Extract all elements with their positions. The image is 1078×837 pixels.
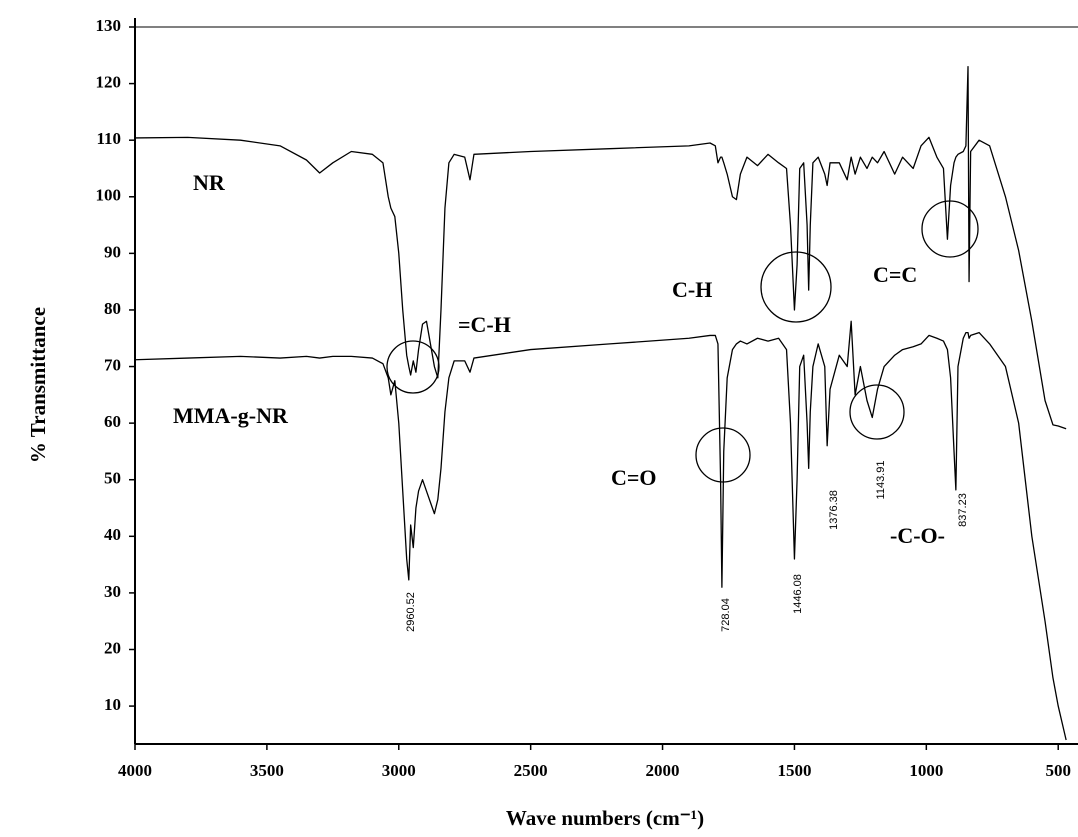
peak-label: 2960.52 [405, 592, 417, 632]
x-axis-title: Wave numbers (cm⁻¹) [506, 806, 704, 830]
x-tick-label: 3000 [382, 761, 416, 780]
highlight-circle [849, 384, 905, 440]
x-tick-label: 2000 [646, 761, 680, 780]
y-tick-label: 110 [96, 129, 121, 148]
peak-label: 728.04 [720, 598, 732, 632]
y-tick-label: 60 [104, 412, 121, 431]
peak-label: 837.23 [957, 493, 969, 527]
y-tick-label: 100 [96, 186, 122, 205]
y-axis-title: % Transmittance [26, 307, 50, 463]
y-tick-label: 130 [96, 16, 122, 35]
peak-label: 1446.08 [792, 574, 804, 614]
x-tick-label: 4000 [118, 761, 152, 780]
x-tick-label: 3500 [250, 761, 284, 780]
annotation: C=C [873, 262, 917, 287]
spectrum-line [134, 65, 1067, 430]
spectrum-line [134, 320, 1067, 741]
y-tick-label: 70 [104, 355, 121, 374]
x-tick-label: 2500 [514, 761, 548, 780]
highlight-circle [760, 251, 832, 323]
x-tick-label: 500 [1045, 761, 1071, 780]
y-tick-label: 40 [104, 525, 121, 544]
y-tick-label: 30 [104, 582, 121, 601]
y-tick-label: 20 [104, 638, 121, 657]
y-tick-label: 120 [96, 72, 122, 91]
y-tick-label: 10 [104, 695, 121, 714]
series-label: NR [193, 170, 226, 195]
y-tick-label: 90 [104, 242, 121, 261]
annotation: C=O [611, 465, 657, 490]
y-tick-label: 80 [104, 299, 121, 318]
series-label: MMA-g-NR [173, 403, 289, 428]
annotation: -C-O- [890, 523, 945, 548]
peak-label: 1376.38 [828, 490, 840, 530]
peak-label: 1143.91 [875, 461, 887, 500]
highlight-circle [386, 340, 440, 394]
x-tick-label: 1000 [909, 761, 943, 780]
annotation: C-H [672, 277, 712, 302]
x-tick-label: 1500 [777, 761, 811, 780]
y-tick-label: 50 [104, 469, 121, 488]
annotation: =C-H [458, 312, 511, 337]
